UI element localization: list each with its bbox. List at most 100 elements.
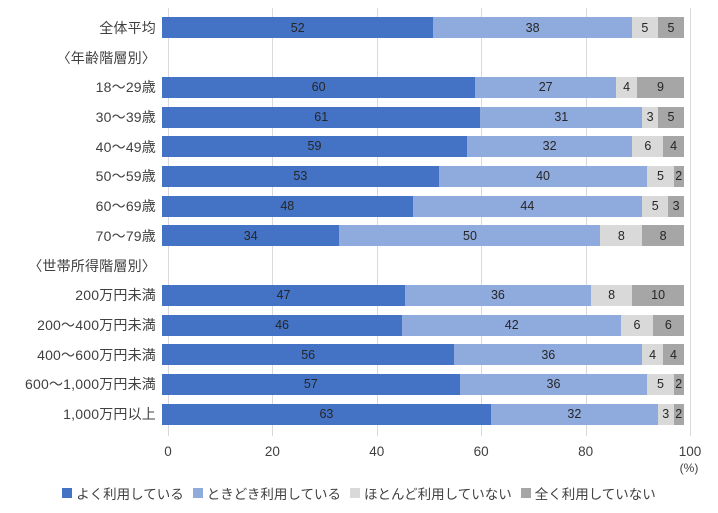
row-label: 50〜59歳 <box>95 168 156 185</box>
chart-row: 70〜79歳 34 50 8 8 <box>0 221 690 251</box>
bar-value-label: 3 <box>662 406 670 421</box>
bar-value-label: 5 <box>657 169 664 184</box>
bar-segment: 61 <box>162 106 481 128</box>
row-label: 400〜600万円未満 <box>37 346 156 363</box>
bar-value-label: 5 <box>667 109 675 124</box>
bar-segment: 32 <box>466 136 633 158</box>
row-label: 〈年齢階層別〉 <box>56 49 156 66</box>
bar-value-label: 5 <box>657 377 664 392</box>
bar-value-label: 3 <box>672 198 680 213</box>
bar-segment: 8 <box>590 284 633 306</box>
row-label: 全体平均 <box>99 19 156 36</box>
chart-row: 400〜600万円未満 56 36 4 4 <box>0 340 690 370</box>
gridline <box>585 8 587 436</box>
bar-track <box>162 255 684 276</box>
bar-value-label: 8 <box>659 228 667 243</box>
bar-segment: 32 <box>490 403 658 425</box>
bar-value-label: 48 <box>280 198 295 213</box>
x-axis: 0 20 40 60 80 100 <box>164 444 701 460</box>
bar-segment: 5 <box>647 373 674 395</box>
bar-value-label: 2 <box>675 406 683 421</box>
bar-track: 60 27 4 9 <box>162 76 684 98</box>
bar-segment: 48 <box>162 195 413 217</box>
bar-value-label: 52 <box>290 20 305 35</box>
bar-value-label: 34 <box>243 228 258 243</box>
chart-row: 200万円未満 47 36 8 10 <box>0 280 690 310</box>
bar-value-label: 6 <box>664 317 672 332</box>
chart-row: 1,000万円以上 63 32 3 2 <box>0 399 690 429</box>
chart-row: 200〜400万円未満 46 42 6 6 <box>0 310 690 340</box>
x-axis-tick-label: 100 <box>678 444 702 459</box>
bar-track: 61 31 3 5 <box>162 106 684 128</box>
gridline <box>690 8 691 436</box>
bar-segment: 4 <box>616 76 637 98</box>
bar-segment: 3 <box>657 403 674 425</box>
bar-segment: 4 <box>642 344 664 366</box>
bar-track: 48 44 5 3 <box>162 195 684 217</box>
bar-segment: 42 <box>402 314 622 336</box>
bar-value-label: 44 <box>520 198 535 213</box>
bar-track: 63 32 3 2 <box>162 403 684 425</box>
row-label: 30〜39歳 <box>95 109 156 126</box>
bar-value-label: 36 <box>546 377 561 392</box>
bar-value-label: 2 <box>675 377 683 392</box>
bar-segment: 2 <box>673 165 684 187</box>
bar-value-label: 61 <box>314 109 329 124</box>
section-header-row: 〈世帯所得階層別〉 <box>0 251 690 281</box>
bar-segment: 40 <box>438 165 648 187</box>
bar-value-label: 46 <box>275 317 289 332</box>
bar-value-label: 10 <box>651 288 666 303</box>
bar-value-label: 53 <box>293 169 308 184</box>
row-label: 200万円未満 <box>75 287 156 304</box>
bar-segment: 5 <box>631 17 658 39</box>
bar-value-label: 36 <box>490 288 505 303</box>
legend-item: ときどき利用している <box>192 483 341 503</box>
bar-value-label: 5 <box>667 20 675 35</box>
legend-label: よく利用している <box>76 487 184 502</box>
bar-value-label: 6 <box>644 139 652 154</box>
bar-segment: 34 <box>162 225 340 247</box>
bar-value-label: 38 <box>525 20 540 35</box>
chart-row: 全体平均 52 38 5 5 <box>0 13 690 43</box>
gridline <box>168 8 169 436</box>
bar-value-label: 3 <box>646 109 654 124</box>
bar-segment: 10 <box>632 284 684 306</box>
bar-segment: 2 <box>673 373 684 395</box>
row-label: 600〜1,000万円未満 <box>25 376 156 393</box>
bar-segment: 63 <box>162 403 491 425</box>
row-label: 18〜29歳 <box>95 79 156 96</box>
bar-segment: 3 <box>668 195 684 217</box>
legend-swatch-icon <box>192 488 203 498</box>
x-axis-tick-label: 0 <box>164 444 172 459</box>
bar-segment: 9 <box>637 76 684 98</box>
bar-value-label: 32 <box>567 406 582 421</box>
chart-row: 30〜39歳 61 31 3 5 <box>0 102 690 132</box>
bar-value-label: 8 <box>617 228 625 243</box>
bar-value-label: 4 <box>670 347 677 362</box>
bar-value-label: 5 <box>651 198 659 213</box>
bar-value-label: 56 <box>301 347 316 362</box>
bar-segment: 31 <box>480 106 643 128</box>
chart-rows: 全体平均 52 38 5 5 〈年齢階層別〉 18〜29歳 60 27 4 9 30〜39歳 61 31 3… <box>0 13 690 429</box>
gridline <box>272 8 274 436</box>
bar-track <box>162 47 684 68</box>
bar-value-label: 4 <box>623 80 631 95</box>
bar-value-label: 60 <box>311 80 326 95</box>
gridline <box>376 8 378 436</box>
bar-track: 47 36 8 10 <box>162 284 684 306</box>
row-label: 40〜49歳 <box>95 138 156 155</box>
legend-item: ほとんど利用していない <box>350 483 512 503</box>
bar-segment: 36 <box>454 344 643 366</box>
bar-segment: 4 <box>663 344 684 366</box>
bar-value-label: 42 <box>504 317 519 332</box>
bar-value-label: 9 <box>657 80 664 95</box>
x-axis-tick-label: 60 <box>473 444 489 459</box>
bar-segment: 47 <box>162 284 405 306</box>
bar-segment: 6 <box>652 314 684 336</box>
bar-segment: 5 <box>657 106 684 128</box>
bar-value-label: 36 <box>541 347 556 362</box>
bar-value-label: 6 <box>633 317 641 332</box>
section-header-row: 〈年齢階層別〉 <box>0 43 690 73</box>
row-label: 60〜69歳 <box>95 198 156 215</box>
